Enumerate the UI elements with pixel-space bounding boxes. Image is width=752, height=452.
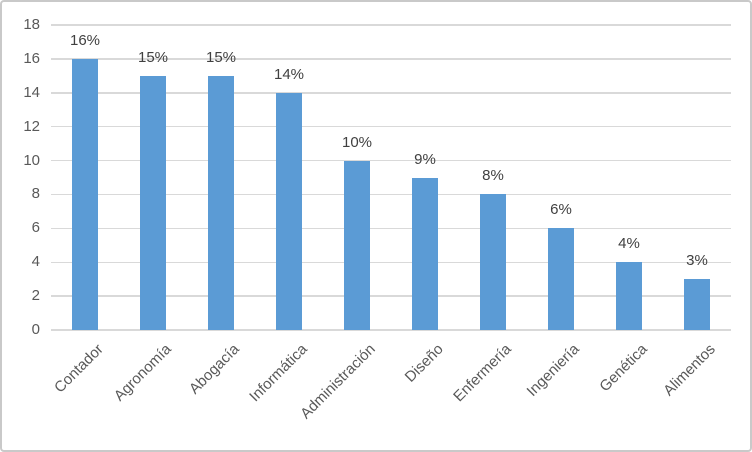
gridline-y18 <box>51 24 731 26</box>
bar-ingenieria[interactable] <box>548 228 574 330</box>
y-axis-tick-label: 12 <box>23 117 40 135</box>
gridline-y2 <box>51 295 731 297</box>
bar-diseno[interactable] <box>412 177 438 330</box>
gridline-y6 <box>51 227 731 230</box>
gridline-y12 <box>51 125 731 128</box>
gridline-y16 <box>51 58 731 60</box>
y-axis-tick-label: 18 <box>23 16 40 33</box>
data-label-administracion: 10% <box>341 133 373 151</box>
gridline-y10 <box>51 159 731 162</box>
data-label-genetica: 4% <box>618 235 640 253</box>
y-axis-tick-label: 6 <box>31 219 40 237</box>
y-axis-tick-label: 2 <box>31 287 40 305</box>
bar-administracion[interactable] <box>344 160 370 330</box>
gridline-y4 <box>51 261 731 263</box>
data-label-diseno: 9% <box>414 150 436 168</box>
data-label-ingenieria: 6% <box>550 201 572 219</box>
gridline-y0 <box>51 329 731 331</box>
data-label-enfermeria: 8% <box>482 167 504 185</box>
data-label-contador: 16% <box>69 31 101 49</box>
bar-contador[interactable] <box>72 58 98 330</box>
data-label-abogacia: 15% <box>205 48 237 66</box>
bar-abogacia[interactable] <box>208 75 234 330</box>
bar-informatica[interactable] <box>276 92 302 330</box>
y-axis-tick-label: 8 <box>31 185 40 203</box>
y-axis-tick-label: 10 <box>23 151 40 169</box>
y-axis-tick-label: 0 <box>31 321 40 338</box>
data-label-alimentos: 3% <box>686 252 708 270</box>
bar-genetica[interactable] <box>616 262 642 330</box>
y-axis-tick-label: 4 <box>31 253 40 271</box>
bar-alimentos[interactable] <box>684 279 710 330</box>
data-label-agronomia: 15% <box>137 48 169 66</box>
data-label-informatica: 14% <box>273 65 305 83</box>
gridline-y8 <box>51 193 731 196</box>
bar-enfermeria[interactable] <box>480 194 506 330</box>
bar-agronomia[interactable] <box>140 75 166 330</box>
y-axis-tick-label: 16 <box>23 49 40 67</box>
gridline-y14 <box>51 92 731 94</box>
y-axis-tick-label: 14 <box>23 83 40 101</box>
